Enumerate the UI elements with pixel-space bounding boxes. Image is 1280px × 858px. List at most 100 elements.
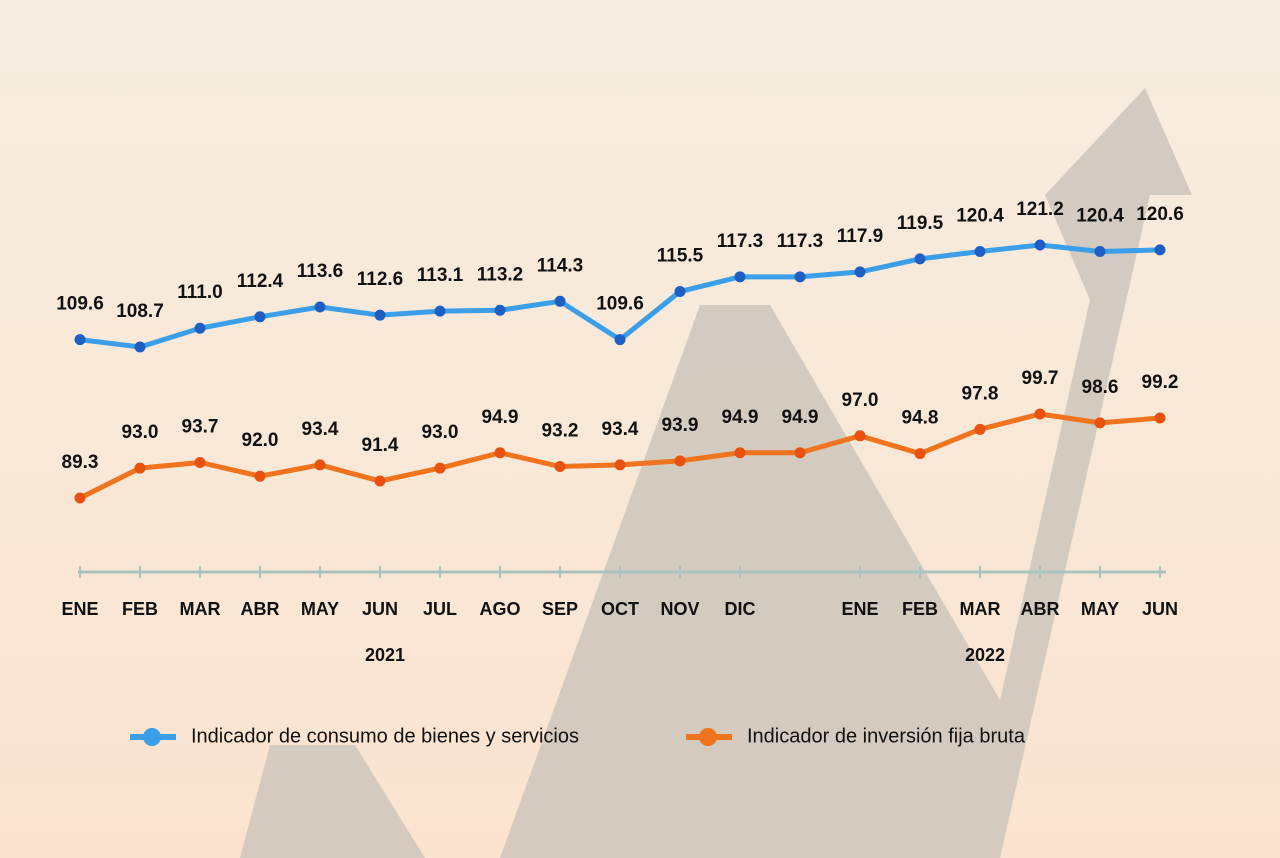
data-label: 114.3 — [537, 255, 584, 276]
data-point — [194, 322, 206, 334]
data-label: 93.4 — [302, 419, 339, 440]
data-label: 112.4 — [237, 271, 284, 292]
data-point — [494, 447, 506, 459]
x-tick-label: NOV — [660, 599, 699, 619]
plot: ENE FEB MAR ABR MAY JUN JUL AGO SEP OCT NOV DIC ENE F… — [56, 199, 1184, 747]
data-point — [1034, 239, 1046, 251]
data-label: 91.4 — [362, 435, 399, 456]
data-label: 112.6 — [357, 269, 404, 290]
year-label: 2021 — [365, 645, 405, 665]
legend-swatch-dot — [699, 728, 717, 746]
deco-arrow — [500, 88, 1192, 858]
data-label: 93.7 — [182, 416, 219, 437]
data-point — [1154, 412, 1166, 424]
x-tick-label: FEB — [902, 599, 938, 619]
data-point — [794, 447, 806, 459]
data-label: 97.0 — [842, 390, 879, 411]
data-point — [254, 311, 266, 323]
x-tick-label: DIC — [725, 599, 756, 619]
data-point — [374, 309, 386, 321]
data-point — [254, 470, 266, 482]
data-point — [974, 423, 986, 435]
data-label: 120.4 — [956, 206, 1004, 227]
data-label: 119.5 — [897, 213, 944, 234]
data-point — [734, 271, 746, 283]
data-label: 117.3 — [717, 231, 764, 252]
data-label: 99.7 — [1022, 368, 1059, 389]
data-point — [74, 334, 86, 346]
data-label: 121.2 — [1016, 199, 1064, 220]
data-label: 113.2 — [477, 264, 524, 285]
data-point — [854, 266, 866, 278]
x-tick-label: OCT — [601, 599, 639, 619]
data-point — [914, 448, 926, 460]
legend-swatch-dot — [143, 728, 161, 746]
data-label: 115.5 — [657, 246, 704, 267]
data-label: 92.0 — [242, 430, 279, 451]
data-label: 93.0 — [122, 422, 159, 443]
legend-label: Indicador de consumo de bienes y servici… — [191, 725, 579, 747]
data-point — [614, 459, 626, 471]
data-label: 109.6 — [596, 294, 644, 315]
data-point — [734, 447, 746, 459]
data-label: 94.9 — [722, 407, 759, 428]
data-point — [74, 492, 86, 504]
data-label: 93.9 — [662, 415, 699, 436]
data-label: 111.0 — [177, 282, 222, 303]
x-tick-label: MAY — [301, 599, 339, 619]
data-label: 94.9 — [782, 407, 819, 428]
data-point — [1094, 417, 1106, 429]
x-tick-label: ABR — [241, 599, 280, 619]
legend-label: Indicador de inversión fija bruta — [747, 725, 1026, 747]
data-label: 120.6 — [1136, 204, 1184, 225]
x-tick-label: JUN — [1142, 599, 1178, 619]
data-label: 93.2 — [542, 421, 579, 442]
year-label: 2022 — [965, 645, 1005, 665]
data-point — [434, 462, 446, 474]
data-label: 109.6 — [56, 294, 104, 315]
data-label: 93.4 — [602, 419, 639, 440]
data-point — [794, 271, 806, 283]
data-label: 117.3 — [777, 231, 824, 252]
data-label: 93.0 — [422, 422, 459, 443]
x-tick-label: ENE — [841, 599, 878, 619]
data-label: 117.9 — [837, 226, 884, 247]
x-tick-label: SEP — [542, 599, 578, 619]
data-point — [134, 462, 146, 474]
data-label: 97.8 — [962, 383, 999, 404]
data-label: 99.2 — [1142, 372, 1179, 393]
data-point — [674, 455, 686, 467]
data-point — [854, 430, 866, 442]
data-point — [614, 334, 626, 346]
data-point — [134, 341, 146, 353]
data-point — [314, 301, 326, 313]
deco-arrow-base — [240, 745, 425, 858]
data-point — [554, 295, 566, 307]
data-point — [1154, 244, 1166, 256]
data-point — [554, 461, 566, 472]
x-tick-label: JUN — [362, 599, 398, 619]
x-tick-label: FEB — [122, 599, 158, 619]
x-tick-label: AGO — [479, 599, 520, 619]
x-tick-label: MAY — [1081, 599, 1119, 619]
x-tick-label: JUL — [423, 599, 457, 619]
data-label: 98.6 — [1082, 377, 1119, 398]
data-label: 89.3 — [62, 452, 99, 473]
x-tick-label: MAR — [960, 599, 1001, 619]
data-point — [494, 304, 506, 316]
data-label: 113.1 — [417, 265, 464, 286]
data-point — [914, 253, 926, 265]
data-point — [974, 246, 986, 258]
data-point — [1094, 246, 1106, 258]
data-point — [434, 305, 446, 317]
x-tick-label: ABR — [1021, 599, 1060, 619]
data-label: 113.6 — [297, 261, 344, 282]
data-point — [1034, 408, 1046, 420]
data-point — [674, 286, 686, 298]
data-point — [194, 456, 206, 468]
data-label: 120.4 — [1076, 206, 1124, 227]
x-tick-label: MAR — [180, 599, 221, 619]
x-tick-label: ENE — [61, 599, 98, 619]
data-point — [374, 475, 386, 487]
